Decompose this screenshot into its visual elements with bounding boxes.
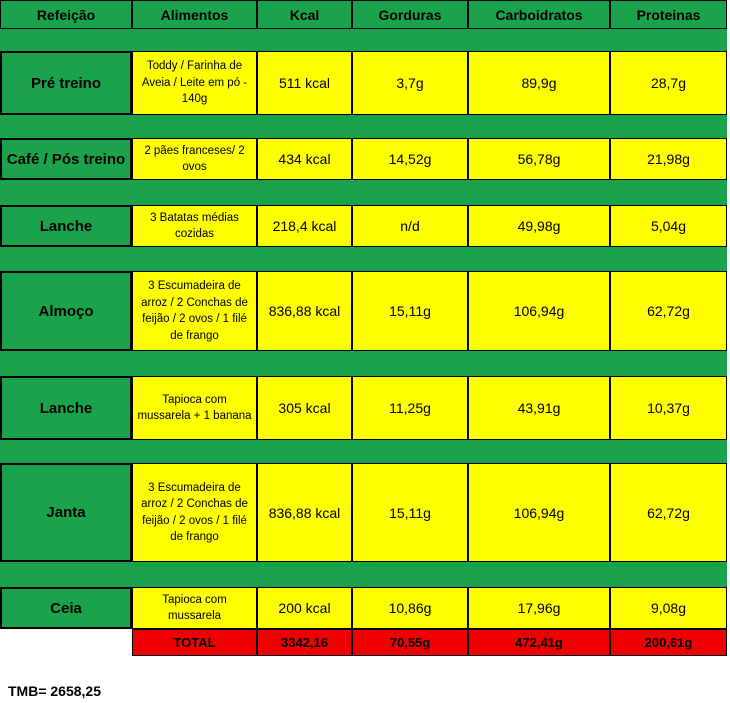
cell-refeicao: Janta [0,463,132,562]
cell-alimentos: Tapioca com mussarela + 1 banana [132,376,257,440]
cell-proteinas: 10,37g [610,376,727,440]
total-gorduras: 70,55g [352,629,468,656]
cell-carboidratos: 49,98g [468,205,610,247]
cell-alimentos: 3 Escumadeira de arroz / 2 Conchas de fe… [132,271,257,351]
cell-kcal: 434 kcal [257,138,352,180]
column-header-kcal: Kcal [257,0,352,29]
cell-proteinas: 5,04g [610,205,727,247]
separator-band [0,247,727,271]
cell-carboidratos: 17,96g [468,587,610,629]
cell-kcal: 836,88 kcal [257,463,352,562]
cell-alimentos: 3 Escumadeira de arroz / 2 Conchas de fe… [132,463,257,562]
cell-carboidratos: 43,91g [468,376,610,440]
tmb-value: TMB= 2658,25 [8,683,101,699]
diet-table: Refeição Alimentos Kcal Gorduras Carboidrato… [0,0,727,656]
cell-refeicao: Ceia [0,587,132,629]
cell-proteinas: 62,72g [610,463,727,562]
total-proteinas: 200,61g [610,629,727,656]
cell-alimentos: 2 pães franceses/ 2 ovos [132,138,257,180]
cell-refeicao: Almoço [0,271,132,351]
cell-gorduras: 15,11g [352,463,468,562]
column-header-gorduras: Gorduras [352,0,468,29]
cell-kcal: 836,88 kcal [257,271,352,351]
cell-proteinas: 62,72g [610,271,727,351]
cell-alimentos: 3 Batatas médias cozidas [132,205,257,247]
separator-band [0,29,727,51]
cell-proteinas: 28,7g [610,51,727,115]
cell-gorduras: 10,86g [352,587,468,629]
total-kcal: 3342,16 [257,629,352,656]
cell-refeicao: Café / Pós treino [0,138,132,180]
cell-gorduras: n/d [352,205,468,247]
column-header-carboidratos: Carboidratos [468,0,610,29]
cell-kcal: 305 kcal [257,376,352,440]
cell-gorduras: 3,7g [352,51,468,115]
separator-band [0,562,727,587]
cell-gorduras: 11,25g [352,376,468,440]
cell-kcal: 511 kcal [257,51,352,115]
separator-band [0,440,727,463]
cell-refeicao: Lanche [0,205,132,247]
cell-gorduras: 15,11g [352,271,468,351]
cell-refeicao: Lanche [0,376,132,440]
separator-band [0,351,727,376]
cell-proteinas: 9,08g [610,587,727,629]
column-header-alimentos: Alimentos [132,0,257,29]
cell-carboidratos: 89,9g [468,51,610,115]
cell-alimentos: Tapioca com mussarela [132,587,257,629]
column-header-proteinas: Proteinas [610,0,727,29]
cell-carboidratos: 106,94g [468,463,610,562]
separator-band [0,115,727,138]
cell-carboidratos: 106,94g [468,271,610,351]
column-header-refeicao: Refeição [0,0,132,29]
cell-refeicao: Pré treino [0,51,132,115]
cell-proteinas: 21,98g [610,138,727,180]
total-carboidratos: 472,41g [468,629,610,656]
cell-alimentos: Toddy / Farinha de Aveia / Leite em pó -… [132,51,257,115]
separator-band [0,180,727,205]
cell-carboidratos: 56,78g [468,138,610,180]
cell-gorduras: 14,52g [352,138,468,180]
total-label: TOTAL [132,629,257,656]
cell-kcal: 218,4 kcal [257,205,352,247]
cell-kcal: 200 kcal [257,587,352,629]
